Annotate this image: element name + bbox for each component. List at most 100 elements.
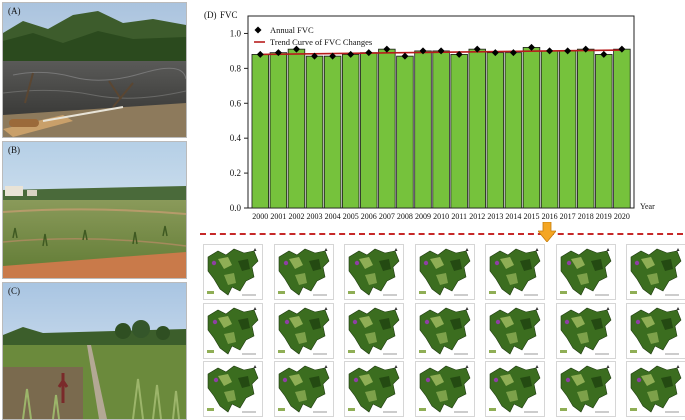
x-tick-label: 2015 [523, 212, 539, 221]
y-tick-label: 0.0 [230, 203, 242, 213]
y-tick-label: 0.6 [230, 98, 242, 108]
fvc-marker [274, 49, 282, 57]
fvc-map-thumbnail [203, 244, 263, 300]
fvc-map-thumbnail [626, 302, 685, 359]
legend-marker-icon [254, 26, 262, 34]
fvc-map-thumbnail [485, 244, 545, 300]
legend-label-trend: Trend Curve of FVC Changes [270, 37, 372, 47]
x-tick-label: 2006 [361, 212, 377, 221]
fvc-map-thumbnail [626, 244, 685, 300]
fvc-bar [251, 54, 270, 209]
x-tick-label: 2009 [415, 212, 431, 221]
fvc-bar [269, 52, 288, 209]
photo-panel-b: (B) [2, 141, 187, 279]
legend-label-fvc: Annual FVC [270, 25, 314, 35]
fvc-map-thumbnail [555, 244, 616, 300]
x-tick-label: 2011 [451, 212, 467, 221]
x-tick-label: 2004 [325, 212, 341, 221]
fvc-bar [414, 50, 432, 209]
fvc-map-thumbnail [626, 361, 685, 417]
fvc-bar [468, 48, 486, 209]
fvc-bar [613, 48, 631, 209]
fvc-marker [437, 47, 445, 55]
x-tick-label: 2007 [379, 212, 395, 221]
panel-label-c: (C) [8, 286, 20, 296]
fvc-marker [401, 52, 409, 60]
fvc-bar [522, 47, 541, 209]
panel-label-a: (A) [8, 6, 21, 16]
fvc-bar [504, 52, 523, 209]
photo-panel-c: (C) [2, 282, 187, 420]
fvc-marker [546, 47, 554, 55]
section-divider [200, 233, 683, 235]
panel-label-d: (D) [204, 10, 217, 20]
y-tick-label: 0.2 [230, 168, 241, 178]
fvc-map-thumbnail [485, 361, 545, 417]
fvc-map-thumbnail [485, 302, 545, 359]
panel-label-b: (B) [8, 145, 20, 155]
fvc-marker [329, 52, 337, 60]
fvc-bar [577, 48, 595, 209]
fvc-map-thumbnail [414, 302, 475, 359]
x-tick-label: 2003 [307, 212, 323, 221]
fvc-bar [378, 48, 396, 209]
fvc-marker [564, 47, 572, 55]
x-tick-label: 2012 [469, 212, 485, 221]
fvc-map-thumbnail [273, 302, 334, 359]
fvc-map-thumbnail [344, 302, 404, 359]
fvc-bar [558, 50, 577, 209]
fvc-map-thumbnail [344, 361, 404, 417]
fvc-marker [347, 50, 355, 58]
fvc-map-thumbnail [555, 361, 616, 417]
x-tick-label: 2010 [433, 212, 449, 221]
x-tick-label: 2019 [596, 212, 612, 221]
x-tick-label: 2016 [542, 212, 558, 221]
reservoir-photo [3, 3, 186, 137]
x-tick-label: 2017 [560, 212, 576, 221]
fvc-marker [600, 50, 608, 58]
y-tick-label: 0.4 [230, 133, 242, 143]
y-tick-label: 1.0 [230, 28, 242, 38]
fvc-bar [341, 54, 360, 209]
fvc-marker [365, 49, 373, 57]
fvc-bar [595, 54, 613, 209]
x-tick-label: 2013 [487, 212, 503, 221]
fvc-map-thumbnail [203, 302, 263, 359]
fvc-bar [432, 50, 450, 209]
fvc-marker [419, 47, 427, 55]
fvc-map-grid [201, 242, 685, 418]
fvc-marker [383, 45, 391, 53]
down-arrow-icon [538, 222, 556, 242]
x-tick-label: 2000 [252, 212, 268, 221]
x-axis-label: Year [640, 202, 655, 211]
fvc-bar [287, 48, 306, 209]
fvc-marker [292, 45, 300, 53]
y-tick-label: 0.8 [230, 63, 242, 73]
fvc-marker [527, 43, 535, 51]
grassland-photo [3, 142, 186, 278]
fvc-bar [323, 55, 342, 209]
x-tick-label: 2005 [343, 212, 359, 221]
fvc-marker [256, 50, 264, 58]
fvc-map-thumbnail [344, 244, 404, 300]
fvc-map-thumbnail [555, 302, 616, 359]
x-tick-label: 2020 [614, 212, 630, 221]
restored-vegetation-photo [3, 283, 186, 419]
fvc-map-thumbnail [203, 361, 263, 417]
fvc-bar [450, 54, 468, 209]
fvc-bar [396, 55, 414, 209]
x-tick-label: 2002 [288, 212, 304, 221]
fvc-marker [509, 49, 517, 57]
fvc-marker [473, 45, 481, 53]
x-tick-label: 2018 [578, 212, 594, 221]
fvc-bar [360, 52, 378, 209]
fvc-map-thumbnail [273, 361, 334, 417]
fvc-map-thumbnail [414, 244, 475, 300]
fvc-bar [540, 50, 559, 209]
x-tick-label: 2001 [270, 212, 286, 221]
fvc-bar [486, 52, 505, 209]
fvc-marker [455, 50, 463, 58]
fvc-map-thumbnail [273, 244, 334, 300]
